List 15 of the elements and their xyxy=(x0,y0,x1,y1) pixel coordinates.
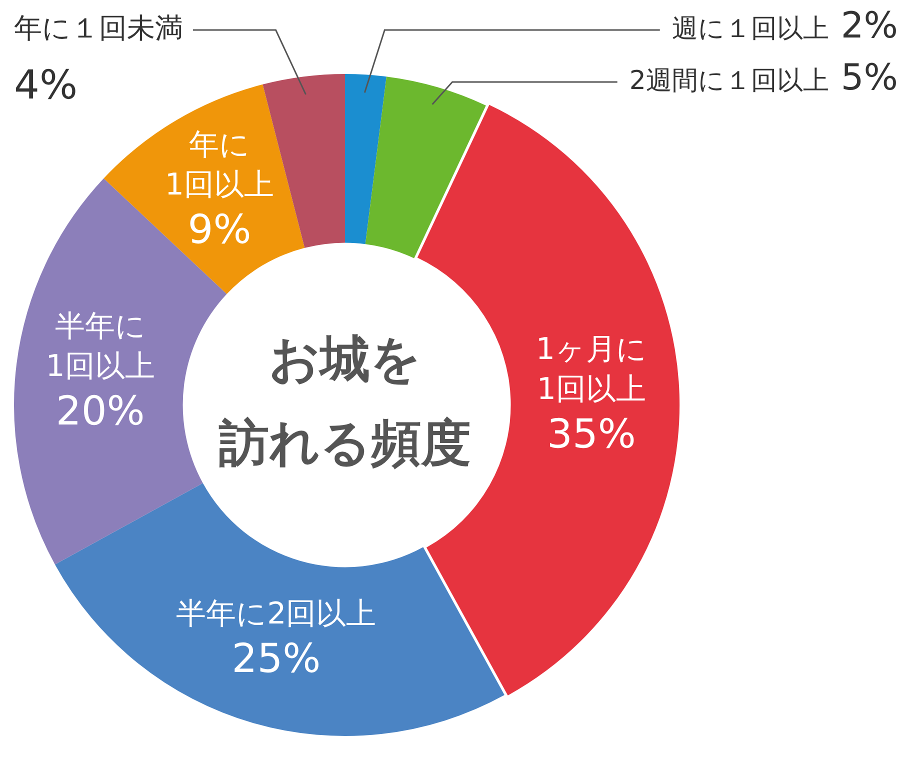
data-label: 2% xyxy=(840,5,898,46)
data-label: 20% xyxy=(56,388,145,434)
data-label: 35% xyxy=(547,412,636,458)
data-label: 25% xyxy=(232,636,321,682)
slice-label: 半年に2回以上 xyxy=(176,596,376,632)
data-label: 4% xyxy=(14,62,78,108)
data-label: 5% xyxy=(840,57,898,98)
slice-label: 2週間に１回以上 xyxy=(629,66,829,96)
slice-label: 年に1回以上 xyxy=(164,128,274,203)
slice-label: 年に１回未満 xyxy=(14,11,183,44)
slice-label: 半年に1回以上 xyxy=(46,308,155,384)
data-label: 9% xyxy=(188,207,252,254)
slice-label: 週に１回以上 xyxy=(672,14,829,44)
text: お城を訪れる頻度 xyxy=(218,330,471,472)
slice-label: 1ヶ月に1回以上 xyxy=(536,332,648,408)
